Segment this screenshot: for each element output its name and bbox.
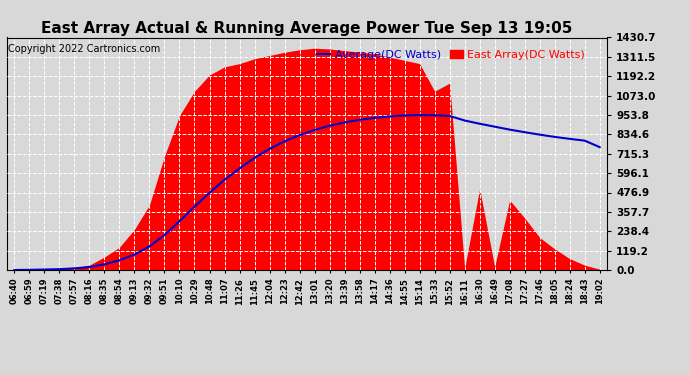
Title: East Array Actual & Running Average Power Tue Sep 13 19:05: East Array Actual & Running Average Powe… <box>41 21 573 36</box>
Text: Copyright 2022 Cartronics.com: Copyright 2022 Cartronics.com <box>8 45 160 54</box>
Legend: Average(DC Watts), East Array(DC Watts): Average(DC Watts), East Array(DC Watts) <box>313 45 590 64</box>
